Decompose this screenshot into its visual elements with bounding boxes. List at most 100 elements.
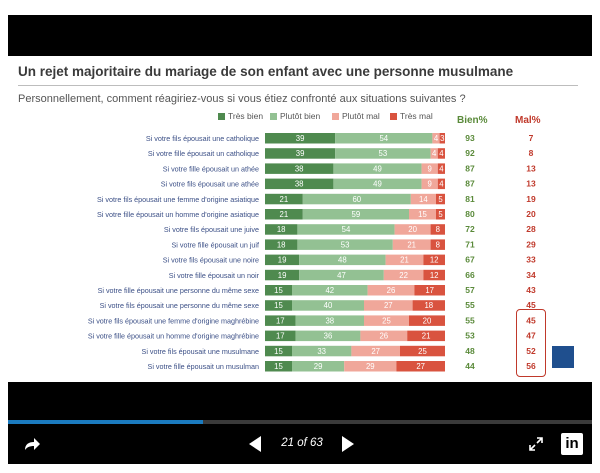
legend-swatch: [218, 113, 225, 120]
bar-segment: [265, 345, 292, 357]
bar-segment: [432, 133, 440, 144]
segment-value-label: 8: [436, 225, 440, 234]
mal-value: 8: [529, 148, 534, 158]
segment-value-label: 4: [432, 149, 437, 158]
segment-value-label: 48: [338, 256, 347, 265]
next-slide-button[interactable]: [338, 434, 358, 454]
segment-value-label: 8: [436, 240, 440, 249]
mal-value: 45: [526, 315, 536, 325]
segment-value-label: 14: [419, 195, 428, 204]
slide-subtitle: Personnellement, comment réagiriez-vous …: [18, 93, 466, 105]
bar-segment: [265, 133, 336, 144]
row-label: Si votre fils épousait une juive: [164, 225, 259, 234]
bar-segment: [421, 178, 438, 190]
segment-value-label: 22: [399, 271, 408, 280]
bien-value: 87: [465, 179, 475, 189]
share-icon[interactable]: [22, 434, 42, 454]
bar-segment: [344, 361, 397, 372]
bien-value: 71: [465, 239, 475, 249]
bar-segment: [407, 330, 445, 342]
bien-value: 48: [465, 346, 475, 356]
segment-value-label: 17: [276, 316, 285, 325]
mal-value: 20: [526, 209, 536, 219]
bien-value: 67: [465, 255, 475, 265]
page-indicator: 21 of 63: [281, 437, 323, 449]
segment-value-label: 18: [277, 240, 286, 249]
segment-value-label: 15: [274, 286, 283, 295]
segment-value-label: 15: [274, 347, 283, 356]
row-label: Si votre fils épousait une femme d'origi…: [88, 316, 259, 325]
bar-segment: [409, 209, 436, 220]
bar-segment: [335, 133, 433, 144]
segment-value-label: 29: [314, 362, 323, 371]
segment-value-label: 42: [325, 286, 334, 295]
row-label: Si votre fille épousait un catholique: [148, 149, 259, 158]
mal-value: 19: [526, 194, 536, 204]
segment-value-label: 54: [342, 225, 351, 234]
row-label: Si votre fils épousait une femme d'origi…: [97, 195, 259, 204]
bien-value: 53: [465, 331, 475, 341]
bien-value: 92: [465, 148, 475, 158]
legend-label: Plutôt mal: [342, 111, 380, 121]
segment-value-label: 36: [324, 332, 333, 341]
row-label: Si votre fils épousait une athée: [161, 180, 259, 189]
fullscreen-icon[interactable]: [528, 436, 544, 452]
bar-segment: [265, 300, 292, 311]
bien-value: 57: [465, 285, 475, 295]
bien-value: 81: [465, 194, 475, 204]
bien-value: 87: [465, 163, 475, 173]
segment-value-label: 39: [296, 149, 305, 158]
segment-value-label: 21: [280, 210, 289, 219]
segment-value-label: 4: [434, 134, 439, 143]
bar-segment: [410, 193, 436, 205]
bar-segment: [385, 254, 424, 266]
bar-segment: [423, 269, 445, 281]
legend-label: Plutôt bien: [280, 111, 321, 121]
segment-value-label: 38: [325, 316, 334, 325]
linkedin-logo[interactable]: in: [561, 433, 583, 455]
bar-segment: [400, 345, 445, 357]
legend-item-tres-mal: Très mal: [390, 111, 433, 121]
bar-segment: [292, 300, 364, 311]
segment-value-label: 9: [428, 164, 432, 173]
segment-value-label: 15: [274, 362, 283, 371]
bar-segment: [437, 178, 445, 190]
legend-swatch: [332, 113, 339, 120]
bar-segment: [437, 163, 445, 174]
brand-logo: [552, 346, 574, 368]
segment-value-label: 29: [366, 362, 375, 371]
stacked-bar-chart: Si votre fils épousait une catholique 39 5…: [88, 133, 536, 372]
segment-value-label: 12: [430, 271, 439, 280]
bar-segment: [265, 330, 296, 342]
segment-value-label: 25: [418, 347, 427, 356]
segment-value-label: 47: [337, 271, 346, 280]
row-label: Si votre fils épousait une personne du m…: [100, 301, 259, 310]
mal-value: 56: [526, 361, 536, 371]
segment-value-label: 20: [408, 225, 417, 234]
bar-segment: [396, 361, 445, 372]
bar-segment: [265, 285, 292, 296]
bien-value: 80: [465, 209, 475, 219]
bar-segment: [409, 315, 445, 326]
mal-value: 34: [526, 270, 536, 280]
segment-value-label: 60: [352, 195, 361, 204]
segment-value-label: 26: [379, 332, 388, 341]
bien-value: 55: [465, 315, 475, 325]
bar-segment: [265, 269, 300, 281]
bar-segment: [302, 193, 411, 205]
segment-value-label: 54: [379, 134, 388, 143]
bar-segment: [265, 209, 303, 220]
segment-value-label: 21: [280, 195, 289, 204]
mal-column-header: Mal%: [515, 115, 541, 126]
previous-slide-button[interactable]: [245, 434, 265, 454]
segment-value-label: 5: [438, 210, 443, 219]
bar-segment: [412, 300, 445, 311]
row-label: Si votre fille épousait un noir: [169, 271, 260, 280]
bar-segment: [364, 315, 409, 326]
mal-value: 13: [526, 163, 536, 173]
legend-label: Très bien: [228, 111, 264, 121]
row-label: Si votre fils épousait une musulmane: [142, 347, 259, 356]
bar-segment: [292, 285, 368, 296]
bar-segment: [265, 178, 334, 190]
legend-item-tres-bien: Très bien: [218, 111, 263, 121]
